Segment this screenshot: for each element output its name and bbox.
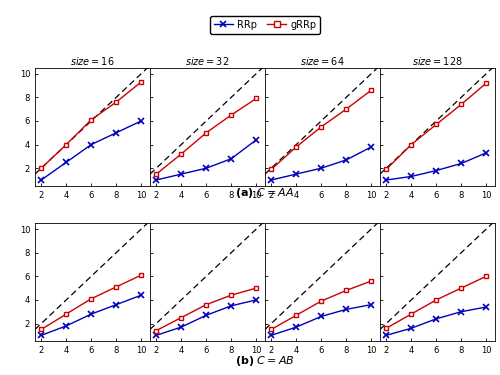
Title: $\mathit{size} = 32$: $\mathit{size} = 32$ [186,55,230,67]
Text: $\mathbf{(a)}$$\ C = AA$: $\mathbf{(a)}$$\ C = AA$ [236,186,294,200]
Title: $\mathit{size} = 16$: $\mathit{size} = 16$ [70,55,115,67]
Title: $\mathit{size} = 128$: $\mathit{size} = 128$ [412,55,463,67]
Text: $\mathbf{(b)}$$\ C = AB$: $\mathbf{(b)}$$\ C = AB$ [235,354,295,368]
Title: $\mathit{size} = 64$: $\mathit{size} = 64$ [300,55,345,67]
Legend: RRp, gRRp: RRp, gRRp [210,16,320,33]
